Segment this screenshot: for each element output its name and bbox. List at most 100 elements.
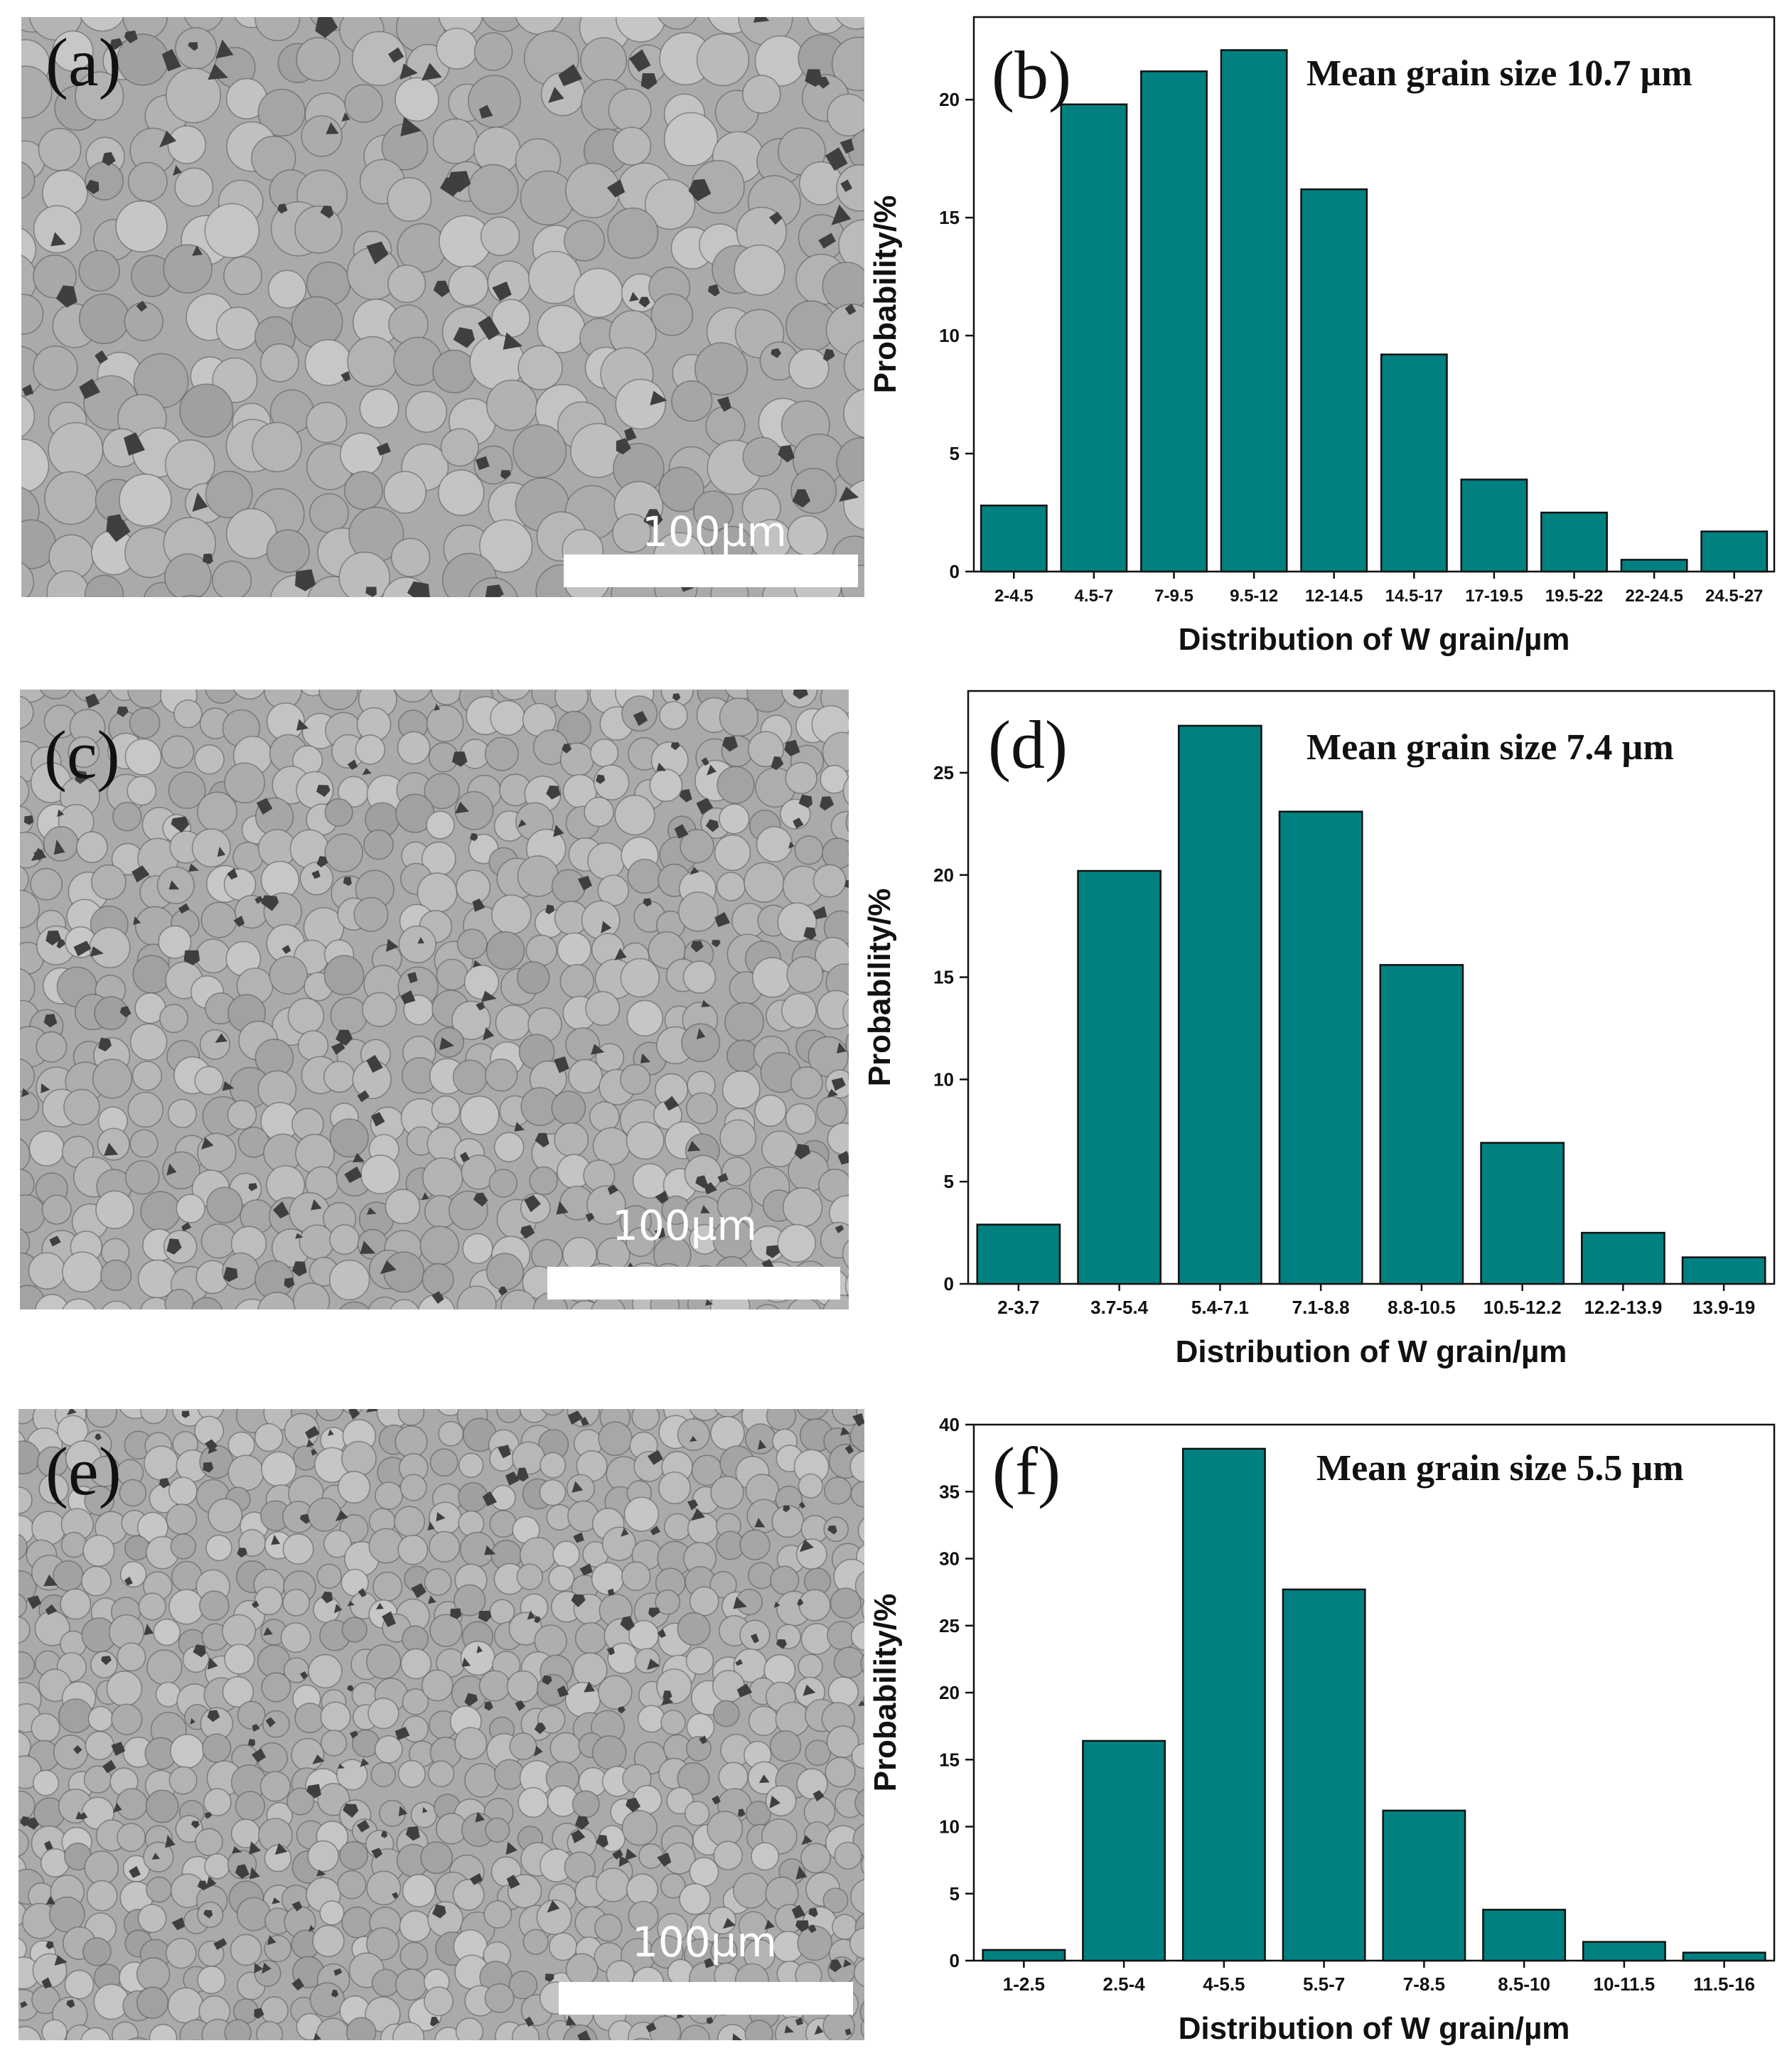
y-tick-label: 5 <box>950 1883 960 1904</box>
x-tick-label: 14.5-17 <box>1385 586 1443 606</box>
bar-2-4.5 <box>980 504 1048 573</box>
x-tick-label: 13.9-19 <box>1692 1297 1755 1318</box>
bar-2-3.7 <box>976 1223 1061 1285</box>
y-tick-label: 25 <box>933 762 954 783</box>
y-tick-label: 0 <box>950 561 960 582</box>
y-tick-label: 20 <box>939 1682 960 1703</box>
x-axis-label: Distribution of W grain/µm <box>1176 1334 1567 1369</box>
panel-label-a: (a) <box>45 24 122 100</box>
mean-grain-size-annotation: Mean grain size 5.5 µm <box>1316 1448 1684 1489</box>
x-tick-label: 12-14.5 <box>1305 586 1363 606</box>
bar-4-5.5 <box>1181 1447 1266 1962</box>
bar-11.5-16 <box>1682 1951 1766 1962</box>
x-tick-label: 9.5-12 <box>1230 586 1278 606</box>
x-tick-label: 5.5-7 <box>1303 1973 1345 1995</box>
bar-2.5-4 <box>1082 1740 1166 1962</box>
bar-14.5-17 <box>1380 353 1448 573</box>
bar-8.8-10.5 <box>1379 964 1464 1285</box>
x-tick-label: 17-19.5 <box>1465 586 1523 606</box>
x-tick-label: 2.5-4 <box>1102 1973 1145 1995</box>
bar-12.2-13.9 <box>1581 1231 1665 1285</box>
scale-bar-label: 100µm <box>631 1918 778 1966</box>
y-tick-label: 15 <box>939 207 960 228</box>
micrograph-texture <box>20 690 849 1309</box>
bar-7-9.5 <box>1140 70 1208 573</box>
y-axis-label: Probability/% <box>862 889 897 1087</box>
panel-label: (f) <box>992 1433 1061 1509</box>
bar-3.7-5.4 <box>1077 869 1161 1285</box>
bar-5.5-7 <box>1282 1588 1366 1962</box>
x-tick-label: 1-2.5 <box>1003 1973 1045 1995</box>
x-tick-label: 10.5-12.2 <box>1484 1297 1562 1318</box>
x-tick-label: 7-9.5 <box>1154 586 1193 606</box>
scale-bar <box>547 1267 840 1300</box>
scale-bar <box>559 1982 853 2015</box>
bar-10-11.5 <box>1582 1941 1666 1962</box>
x-tick-label: 4-5.5 <box>1203 1973 1245 1995</box>
x-tick-label: 3.7-5.4 <box>1090 1297 1148 1318</box>
histogram-d: 2-3.7 3.7-5.4 5.4-7.1 7.1-8.8 8.8-10.5 10.5-1… <box>862 690 1776 1369</box>
histogram-f: 1-2.5 2.5-4 4-5.5 5.5-7 7-8.5 8.5-10 10-11.5 11… <box>868 1414 1776 2046</box>
x-tick-label: 5.4-7.1 <box>1191 1297 1249 1318</box>
panel-label: (d) <box>988 707 1068 783</box>
bar-4.5-7 <box>1060 103 1128 573</box>
x-tick-label: 4.5-7 <box>1075 586 1114 606</box>
plot-frame <box>972 16 1776 573</box>
bar-19.5-22 <box>1540 511 1608 573</box>
y-tick-label: 5 <box>950 443 960 464</box>
x-tick-label: 7-8.5 <box>1403 1973 1445 1995</box>
y-tick-label: 25 <box>939 1615 960 1636</box>
bar-5.4-7.1 <box>1178 724 1262 1285</box>
micrograph-a: (a) 100µm <box>21 17 864 597</box>
y-tick-label: 10 <box>939 1816 960 1838</box>
y-tick-label: 10 <box>933 1068 954 1090</box>
mean-grain-size-annotation: Mean grain size 7.4 µm <box>1307 727 1674 768</box>
scale-bar <box>564 554 858 587</box>
panel-label: (b) <box>992 37 1071 113</box>
plot-frame <box>967 690 1776 1285</box>
bar-1-2.5 <box>982 1949 1066 1962</box>
bar-9.5-12 <box>1220 49 1288 573</box>
x-tick-label: 8.8-10.5 <box>1388 1297 1455 1318</box>
bar-13.9-19 <box>1681 1256 1766 1285</box>
y-tick-label: 15 <box>933 967 954 988</box>
micrograph-texture <box>21 17 864 597</box>
y-axis-label: Probability/% <box>868 195 903 394</box>
y-tick-label: 30 <box>939 1548 960 1570</box>
panel-label-c: (c) <box>44 717 120 793</box>
y-tick-label: 35 <box>939 1481 960 1502</box>
panel-label-e: (e) <box>45 1433 122 1509</box>
bar-17-19.5 <box>1460 478 1528 573</box>
scale-bar-label: 100µm <box>641 508 788 556</box>
x-tick-label: 7.1-8.8 <box>1292 1297 1350 1318</box>
micrograph-texture <box>18 1409 864 2040</box>
y-tick-label: 15 <box>939 1749 960 1770</box>
x-tick-label: 10-11.5 <box>1594 1973 1656 1995</box>
x-tick-label: 19.5-22 <box>1545 586 1603 606</box>
y-tick-label: 10 <box>939 325 960 346</box>
y-tick-label: 5 <box>944 1171 954 1192</box>
y-tick-label: 20 <box>939 89 960 110</box>
bar-8.5-10 <box>1482 1909 1567 1962</box>
x-tick-label: 22-24.5 <box>1625 586 1683 606</box>
y-tick-label: 20 <box>933 864 954 886</box>
x-tick-label: 2-3.7 <box>997 1297 1039 1318</box>
x-tick-label: 11.5-16 <box>1693 1973 1755 1995</box>
bar-24.5-27 <box>1700 530 1769 573</box>
x-axis-label: Distribution of W grain/µm <box>1179 2011 1570 2046</box>
x-tick-label: 12.2-13.9 <box>1584 1297 1662 1318</box>
bar-12-14.5 <box>1300 188 1368 573</box>
x-tick-label: 24.5-27 <box>1705 586 1763 606</box>
micrograph-c: (c) 100µm <box>20 690 849 1309</box>
y-tick-label: 0 <box>950 1950 960 1971</box>
x-tick-label: 8.5-10 <box>1498 1973 1550 1995</box>
bar-7.1-8.8 <box>1278 810 1363 1285</box>
bar-10.5-12.2 <box>1480 1142 1565 1285</box>
micrograph-e: (e) 100µm <box>18 1409 864 2040</box>
y-tick-label: 0 <box>944 1273 954 1295</box>
bar-7-8.5 <box>1382 1809 1466 1962</box>
y-axis-label: Probability/% <box>868 1594 903 1792</box>
mean-grain-size-annotation: Mean grain size 10.7 µm <box>1307 53 1692 94</box>
y-tick-label: 40 <box>939 1414 960 1435</box>
x-tick-label: 2-4.5 <box>994 586 1034 606</box>
